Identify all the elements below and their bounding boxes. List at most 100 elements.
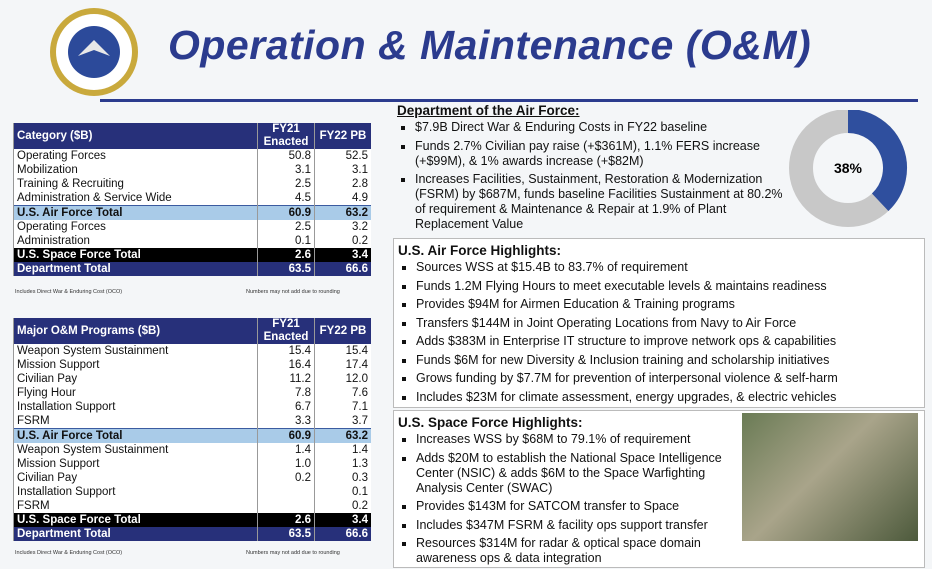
table-row: Administration & Service Wide 4.5 4.9 [13, 191, 371, 206]
table-cell: 0.2 [314, 499, 371, 513]
table-cell: 63.2 [314, 205, 371, 220]
table-cell: 66.6 [314, 527, 371, 541]
bullet: $7.9B Direct War & Enduring Costs in FY2… [415, 120, 792, 135]
table-cell: 63.5 [257, 527, 315, 541]
title-rule [100, 99, 918, 102]
table-row: FSRM 3.3 3.7 [13, 414, 371, 429]
table-cell: 4.9 [314, 191, 371, 206]
table-cell: 2.6 [257, 248, 315, 262]
header-row: Major O&M Programs ($B) FY21 Enacted FY22 … [13, 318, 371, 344]
table-cell: Mission Support [13, 457, 258, 471]
table-cell: Training & Recruiting [13, 177, 258, 191]
table-cell: 52.5 [314, 149, 371, 163]
programs-table: Major O&M Programs ($B) FY21 Enacted FY22 … [13, 318, 371, 541]
table-cell: 7.6 [314, 386, 371, 400]
column-header: Category ($B) [13, 123, 258, 149]
table-cell: 7.8 [257, 386, 315, 400]
bullet: Funds 2.7% Civilian pay raise (+$361M), … [415, 139, 792, 169]
table-row: Department Total 63.5 66.6 [13, 527, 371, 541]
bullet: Resources $314M for radar & optical spac… [416, 536, 746, 566]
table-cell: Mobilization [13, 163, 258, 177]
bullet: Funds 1.2M Flying Hours to meet executab… [416, 279, 924, 294]
category-table: Category ($B) FY21 Enacted FY22 PB Operatin… [13, 123, 371, 276]
table-cell: Flying Hour [13, 386, 258, 400]
table-cell: Department Total [13, 527, 258, 541]
table-cell: 60.9 [257, 205, 315, 220]
donut-segment [847, 110, 907, 211]
donut-label: 38% [834, 160, 863, 176]
table-cell: 0.3 [314, 471, 371, 485]
table-cell: 0.2 [257, 471, 315, 485]
table-row: Mobilization 3.1 3.1 [13, 163, 371, 177]
table-cell: U.S. Space Force Total [13, 513, 258, 527]
table-cell: 2.5 [257, 220, 315, 234]
bullet: Includes $23M for climate assessment, en… [416, 390, 924, 405]
table-cell: FSRM [13, 499, 258, 513]
air-force-section: U.S. Air Force Highlights: Sources WSS a… [393, 238, 925, 408]
table-cell: Civilian Pay [13, 372, 258, 386]
table-row: Training & Recruiting 2.5 2.8 [13, 177, 371, 191]
table-cell: 3.1 [314, 163, 371, 177]
bullet: Increases WSS by $68M to 79.1% of requir… [416, 432, 746, 447]
bullet: Adds $383M in Enterprise IT structure to… [416, 334, 924, 349]
table-cell: 7.1 [314, 400, 371, 414]
table-cell: 3.7 [314, 414, 371, 429]
table-cell: 63.5 [257, 262, 315, 276]
table-cell: 60.9 [257, 428, 315, 443]
table-row: Department Total 63.5 66.6 [13, 262, 371, 276]
table-cell: 4.5 [257, 191, 315, 206]
table-cell: 66.6 [314, 262, 371, 276]
table-cell: 1.0 [257, 457, 315, 471]
table-row: U.S. Space Force Total 2.6 3.4 [13, 513, 371, 527]
slide-title: Operation & Maintenance (O&M) [168, 22, 812, 68]
table-row: Administration 0.1 0.2 [13, 234, 371, 248]
table-cell: FSRM [13, 414, 258, 429]
table-cell: 3.4 [314, 513, 371, 527]
bullet: Increases Facilities, Sustainment, Resto… [415, 172, 792, 232]
table-cell: Civilian Pay [13, 471, 258, 485]
seal [50, 8, 138, 96]
table-cell: Department Total [13, 262, 258, 276]
table-cell: 2.8 [314, 177, 371, 191]
table-cell: 1.4 [314, 443, 371, 457]
column-header: FY21 Enacted [257, 123, 315, 149]
table-cell: U.S. Air Force Total [13, 428, 258, 443]
table-cell: Mission Support [13, 358, 258, 372]
table-row: FSRM 0.2 [13, 499, 371, 513]
table-cell: 3.2 [314, 220, 371, 234]
bullet-list: $7.9B Direct War & Enduring Costs in FY2… [397, 120, 792, 232]
table-row: U.S. Air Force Total 60.9 63.2 [13, 205, 371, 220]
section-heading: U.S. Space Force Highlights: [398, 415, 583, 430]
table-cell: 3.1 [257, 163, 315, 177]
seal-eagle [78, 40, 110, 56]
table-cell: U.S. Air Force Total [13, 205, 258, 220]
table-row: U.S. Space Force Total 2.6 3.4 [13, 248, 371, 262]
table-row: Mission Support 16.4 17.4 [13, 358, 371, 372]
table-cell: 3.3 [257, 414, 315, 429]
bullet: Funds $6M for new Diversity & Inclusion … [416, 353, 924, 368]
table-cell: 6.7 [257, 400, 315, 414]
donut-chart: 38% [789, 110, 907, 227]
table-note: Numbers may not add due to rounding [246, 550, 340, 556]
table-note: Includes Direct War & Enduring Cost (OCO… [15, 550, 123, 556]
table-cell [257, 485, 315, 499]
section-heading: Department of the Air Force: [397, 103, 580, 118]
table-cell: 0.2 [314, 234, 371, 248]
table-cell: 0.1 [314, 485, 371, 499]
bullet: Adds $20M to establish the National Spac… [416, 451, 746, 496]
table-cell: Weapon System Sustainment [13, 344, 258, 358]
column-header: FY22 PB [314, 123, 371, 149]
table-cell: Installation Support [13, 400, 258, 414]
table-cell: 2.6 [257, 513, 315, 527]
table-cell: 17.4 [314, 358, 371, 372]
table-row: Operating Forces 2.5 3.2 [13, 220, 371, 234]
table-row: Civilian Pay 0.2 0.3 [13, 471, 371, 485]
table-note: Numbers may not add due to rounding [246, 289, 340, 295]
table-cell: 1.4 [257, 443, 315, 457]
table-row: Weapon System Sustainment 15.4 15.4 [13, 344, 371, 358]
table-cell: Operating Forces [13, 149, 258, 163]
table-row: Flying Hour 7.8 7.6 [13, 386, 371, 400]
photo [742, 413, 918, 541]
table-cell: Administration & Service Wide [13, 191, 258, 206]
